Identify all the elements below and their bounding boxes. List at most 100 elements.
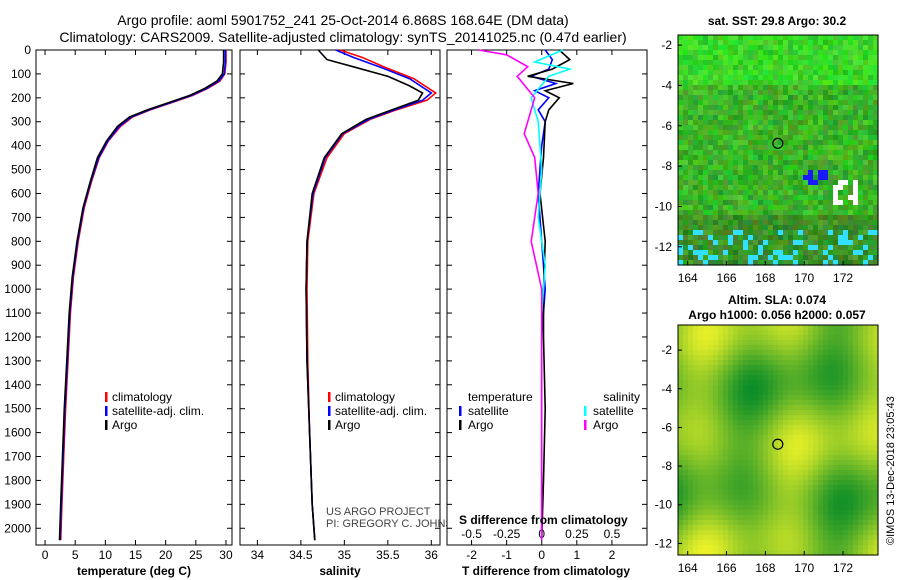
map-cell — [683, 120, 689, 126]
map-cell — [783, 100, 789, 106]
map-cell — [783, 350, 789, 356]
map-cell — [768, 175, 774, 181]
map-cell — [743, 370, 749, 376]
map-cell — [853, 80, 859, 86]
map-cell — [728, 475, 734, 481]
map-cell — [688, 520, 694, 526]
map-cell — [868, 455, 874, 461]
map-cell — [713, 530, 719, 536]
map-cell — [723, 105, 729, 111]
map-cell — [793, 530, 799, 536]
map-cell — [793, 505, 799, 511]
map-cell — [828, 45, 834, 51]
map-cell — [808, 160, 814, 166]
map-cell — [708, 480, 714, 486]
map-cell — [683, 210, 689, 216]
map-cell — [818, 490, 824, 496]
map-cell — [788, 475, 794, 481]
map-cell — [863, 260, 869, 266]
map-cell — [848, 420, 854, 426]
map-cell — [728, 385, 734, 391]
map-cell — [863, 45, 869, 51]
map-cell — [843, 60, 849, 66]
map-cell — [798, 125, 804, 131]
map-cell — [823, 500, 829, 506]
map-cell — [728, 440, 734, 446]
map-cell — [728, 500, 734, 506]
map-cell — [828, 500, 834, 506]
map-cell — [868, 405, 874, 411]
map-cell — [813, 105, 819, 111]
map-cell — [733, 480, 739, 486]
map-cell — [703, 45, 709, 51]
map-cell — [703, 190, 709, 196]
map-cell — [703, 485, 709, 491]
map-cell — [678, 150, 684, 156]
map-cell — [713, 385, 719, 391]
map-cell — [863, 195, 869, 201]
map-cell — [713, 340, 719, 346]
map-cell — [728, 480, 734, 486]
map-cell — [868, 85, 874, 91]
map-cell — [683, 350, 689, 356]
map-cell — [843, 335, 849, 341]
map-cell — [808, 435, 814, 441]
map-cell — [703, 545, 709, 551]
map-cell — [808, 510, 814, 516]
map-cell — [773, 480, 779, 486]
map-cell — [818, 135, 824, 141]
map-cell — [753, 90, 759, 96]
map-cell — [843, 160, 849, 166]
map-cell — [753, 80, 759, 86]
map-cell — [678, 395, 684, 401]
map-cell — [833, 240, 839, 246]
map-cell — [783, 175, 789, 181]
map-x-tick-label: 166 — [717, 271, 737, 285]
map-cell — [803, 370, 809, 376]
map-cell — [713, 540, 719, 546]
map-cell — [783, 325, 789, 331]
map-cell — [828, 470, 834, 476]
map-cell — [813, 55, 819, 61]
map-cell — [843, 110, 849, 116]
map-cell — [718, 545, 724, 551]
map-cell — [788, 250, 794, 256]
map-cell — [738, 435, 744, 441]
map-cell — [838, 540, 844, 546]
map-cell — [693, 90, 699, 96]
map-cell — [753, 525, 759, 531]
map-cell — [803, 155, 809, 161]
map-cell — [828, 105, 834, 111]
map-cell — [678, 350, 684, 356]
map-cell — [813, 230, 819, 236]
map-cell — [758, 160, 764, 166]
map-cell — [703, 550, 709, 556]
map-cell — [853, 445, 859, 451]
map-cell — [718, 190, 724, 196]
map-cell — [728, 435, 734, 441]
map-cell — [703, 395, 709, 401]
map-cell — [758, 235, 764, 241]
map-cell — [758, 260, 764, 266]
map-cell — [733, 415, 739, 421]
map-cell — [733, 355, 739, 361]
map-cell — [678, 465, 684, 471]
map-cell — [703, 490, 709, 496]
map-cell — [798, 80, 804, 86]
map-cell — [753, 210, 759, 216]
map-cell — [828, 230, 834, 236]
map-cell — [703, 445, 709, 451]
map-cell — [863, 145, 869, 151]
map-cell — [838, 545, 844, 551]
map-cell — [873, 45, 879, 51]
map-cell — [693, 230, 699, 236]
map-cell — [748, 205, 754, 211]
legend-swatch-s-satellite — [584, 406, 587, 416]
map-cell — [708, 65, 714, 71]
temperature-panel: 0100200300400500600700800900100011001200… — [4, 43, 233, 578]
map-cell — [748, 430, 754, 436]
map-cell — [843, 120, 849, 126]
map-cell — [733, 535, 739, 541]
map-cell — [873, 140, 879, 146]
